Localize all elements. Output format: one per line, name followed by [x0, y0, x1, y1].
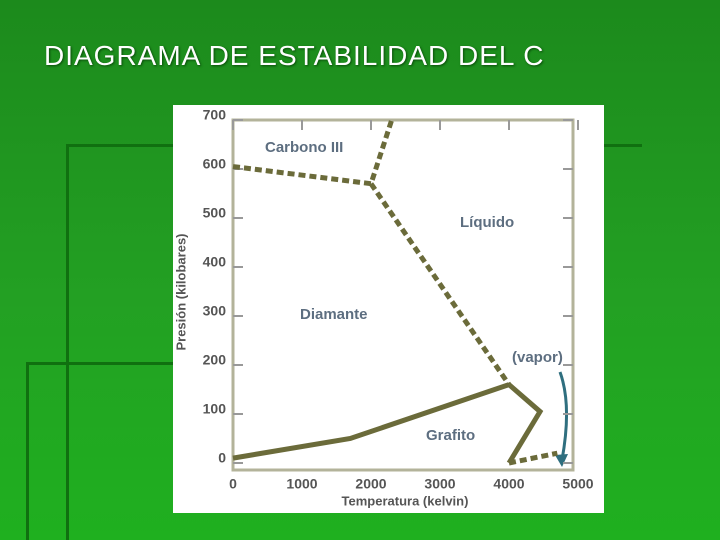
vapor-arrow [558, 371, 568, 461]
y-axis-label: Presión (kilobares) [173, 233, 188, 350]
x-tick-label: 1000 [286, 476, 317, 492]
y-tick-label: 400 [203, 254, 227, 270]
x-tick-label: 4000 [493, 476, 524, 492]
region-label: Grafito [426, 427, 475, 444]
phase-boundary [506, 382, 544, 465]
y-tick-label: 200 [203, 352, 227, 368]
x-tick-label: 5000 [562, 476, 593, 492]
phase-boundary [368, 182, 512, 387]
figure-background [173, 105, 604, 513]
slide-title: DIAGRAMA DE ESTABILIDAD DEL C [44, 40, 545, 71]
region-label: Carbono III [265, 139, 343, 156]
decor-line [26, 362, 176, 365]
decor-line [66, 144, 69, 540]
region-label: (vapor) [512, 349, 563, 366]
decor-line [26, 362, 29, 540]
region-label: Líquido [460, 214, 514, 231]
x-tick-label: 2000 [355, 476, 386, 492]
phase-boundary [232, 382, 510, 461]
region-label: Diamante [300, 306, 368, 323]
y-tick-label: 600 [203, 156, 227, 172]
phase-boundary [232, 119, 395, 187]
y-tick-label: 300 [203, 303, 227, 319]
x-axis-label: Temperatura (kelvin) [342, 493, 469, 508]
vapor-arrowhead [555, 454, 568, 467]
y-tick-label: 100 [203, 401, 227, 417]
x-tick-label: 0 [229, 476, 237, 492]
y-tick-label: 700 [203, 107, 227, 123]
y-tick-label: 0 [218, 450, 226, 466]
y-tick-label: 500 [203, 205, 227, 221]
x-tick-label: 3000 [424, 476, 455, 492]
phase-boundary [508, 450, 558, 466]
plot-frame [231, 118, 575, 472]
